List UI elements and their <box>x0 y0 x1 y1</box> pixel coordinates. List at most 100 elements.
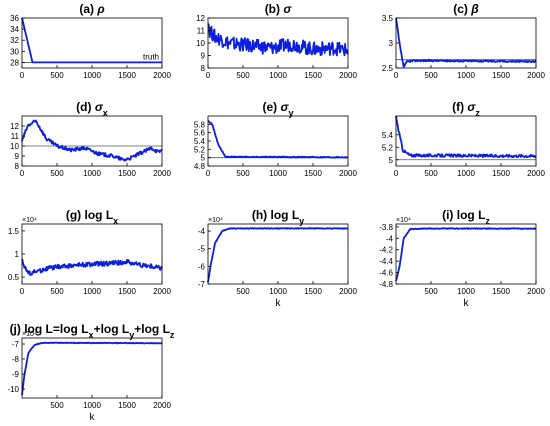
x-tick-label: 1000 <box>83 287 101 296</box>
series-line <box>21 341 163 396</box>
x-tick-label: 1500 <box>492 287 510 296</box>
panel-c: (c) β 0 500 1000 1500 2000 2.5 3 3.5 <box>382 2 546 80</box>
axis-multiplier: ×10⁴ <box>22 217 37 224</box>
series-line <box>207 119 349 159</box>
x-tick-label: 1500 <box>118 287 136 296</box>
y-tick-label: 8 <box>201 64 206 73</box>
x-tick-label: 2000 <box>339 287 357 296</box>
y-tick-label: 10 <box>10 142 19 151</box>
x-tick-label: 500 <box>424 287 438 296</box>
y-tick-label: 1 <box>15 250 20 259</box>
panel-title: (c) β <box>453 2 479 16</box>
y-tick-label: 30 <box>10 47 19 56</box>
x-tick-label: 1000 <box>269 287 287 296</box>
x-tick-label: 500 <box>236 169 250 178</box>
axes-box <box>207 115 349 167</box>
title-subscript: x <box>89 330 94 340</box>
series-line <box>21 17 163 64</box>
y-tick-label: 0.5 <box>8 273 20 282</box>
y-tick-label: 1.5 <box>8 227 20 236</box>
x-tick-label: 2000 <box>339 169 357 178</box>
panel-a: (a) ρ 0 500 1000 1500 2000 28 30 32 34 36 truth <box>10 2 171 80</box>
series-line <box>207 23 349 57</box>
title-symbol: σ <box>281 100 290 114</box>
axes-box <box>21 115 163 167</box>
x-tick-label: 1000 <box>83 169 101 178</box>
y-tick-label: -10 <box>7 385 19 394</box>
axes-box <box>207 223 349 285</box>
title-symbol: ρ <box>96 2 104 16</box>
x-tick-label: 1500 <box>492 169 510 178</box>
title-subscript: y <box>129 330 134 340</box>
y-tick-label: -9 <box>12 370 20 379</box>
x-tick-label: 2000 <box>339 71 357 80</box>
title-main: (b) <box>265 2 284 16</box>
title-symbol: σ <box>95 100 104 114</box>
title-main: (a) <box>79 2 97 16</box>
y-tick-label: 3.5 <box>382 14 394 23</box>
x-tick-label: 0 <box>206 71 211 80</box>
y-tick-label: 28 <box>10 58 19 67</box>
y-tick-label: 2.5 <box>382 64 394 73</box>
y-tick-label: 5.8 <box>194 120 206 129</box>
panel-title: (i) log Lz <box>442 208 490 226</box>
x-tick-label: 1500 <box>118 169 136 178</box>
title-part: +log L <box>94 322 130 336</box>
x-tick-label: 0 <box>20 71 25 80</box>
panel-title: (j) log L=log Lx+log Ly+log Lz <box>10 322 175 340</box>
title-symbol: β <box>470 2 479 16</box>
y-tick-label: -4 <box>198 227 206 236</box>
x-axis-label: k <box>276 298 282 309</box>
panel-title: (d) σx <box>76 100 108 118</box>
panel-i: (i) log Lz 500 1000 1500 2000 -4.8 -4.6 -4.4 -4.… <box>379 208 545 309</box>
x-tick-label: 2000 <box>527 71 545 80</box>
series-line <box>21 119 163 162</box>
series-line <box>207 227 349 283</box>
axis-multiplier: ×10⁴ <box>22 331 37 338</box>
y-tick-label: -4.8 <box>379 280 393 289</box>
series-line <box>21 258 163 276</box>
title-subscript: y <box>288 108 293 118</box>
y-tick-label: 11 <box>197 27 206 36</box>
axes-box <box>21 223 163 285</box>
y-tick-label: -4.4 <box>379 257 393 266</box>
title-subscript: z <box>170 330 175 340</box>
x-tick-label: 1500 <box>304 169 322 178</box>
title-main: (j) log L=log L <box>10 322 89 336</box>
y-tick-label: -5 <box>198 245 206 254</box>
x-tick-label: 1000 <box>83 71 101 80</box>
x-tick-label: 1000 <box>457 169 475 178</box>
x-tick-label: 2000 <box>527 287 545 296</box>
title-subscript: z <box>475 108 480 118</box>
y-tick-label: 9 <box>15 152 20 161</box>
title-symbol: σ <box>283 2 292 16</box>
panel-title: (b) σ <box>265 2 293 16</box>
y-tick-label: 11 <box>11 132 20 141</box>
x-tick-label: 500 <box>50 71 64 80</box>
panel-e: (e) σy 0 500 1000 1500 2000 4.855.25.45.65.8 <box>194 100 358 178</box>
x-tick-label: 2000 <box>153 71 171 80</box>
panel-h: (h) log Ly 500 1000 1500 2000 -7 -6 -5 -4×10⁴ k <box>198 208 358 309</box>
series-line <box>395 227 537 282</box>
y-tick-label: -6 <box>198 262 206 271</box>
x-tick-label: 1500 <box>118 71 136 80</box>
x-tick-label: 1500 <box>304 71 322 80</box>
panel-title: (a) ρ <box>79 2 104 16</box>
series-line <box>395 17 537 68</box>
panel-title: (g) log Lx <box>66 208 118 226</box>
panel-g: (g) log Lx 0 500 1000 1500 2000 0.5 1 1.5×10⁴ <box>8 208 172 296</box>
x-tick-label: 1500 <box>492 71 510 80</box>
panel-title: (h) log Ly <box>252 208 304 226</box>
x-tick-label: 1000 <box>457 287 475 296</box>
axes-box <box>395 223 537 285</box>
y-tick-label: 5 <box>201 154 206 163</box>
axes-box <box>21 337 163 399</box>
axes-box <box>21 17 163 69</box>
title-subscript: x <box>113 216 118 226</box>
y-tick-label: 12 <box>10 122 19 131</box>
x-tick-label: 1500 <box>118 401 136 410</box>
x-tick-label: 2000 <box>153 169 171 178</box>
x-tick-label: 2000 <box>153 287 171 296</box>
